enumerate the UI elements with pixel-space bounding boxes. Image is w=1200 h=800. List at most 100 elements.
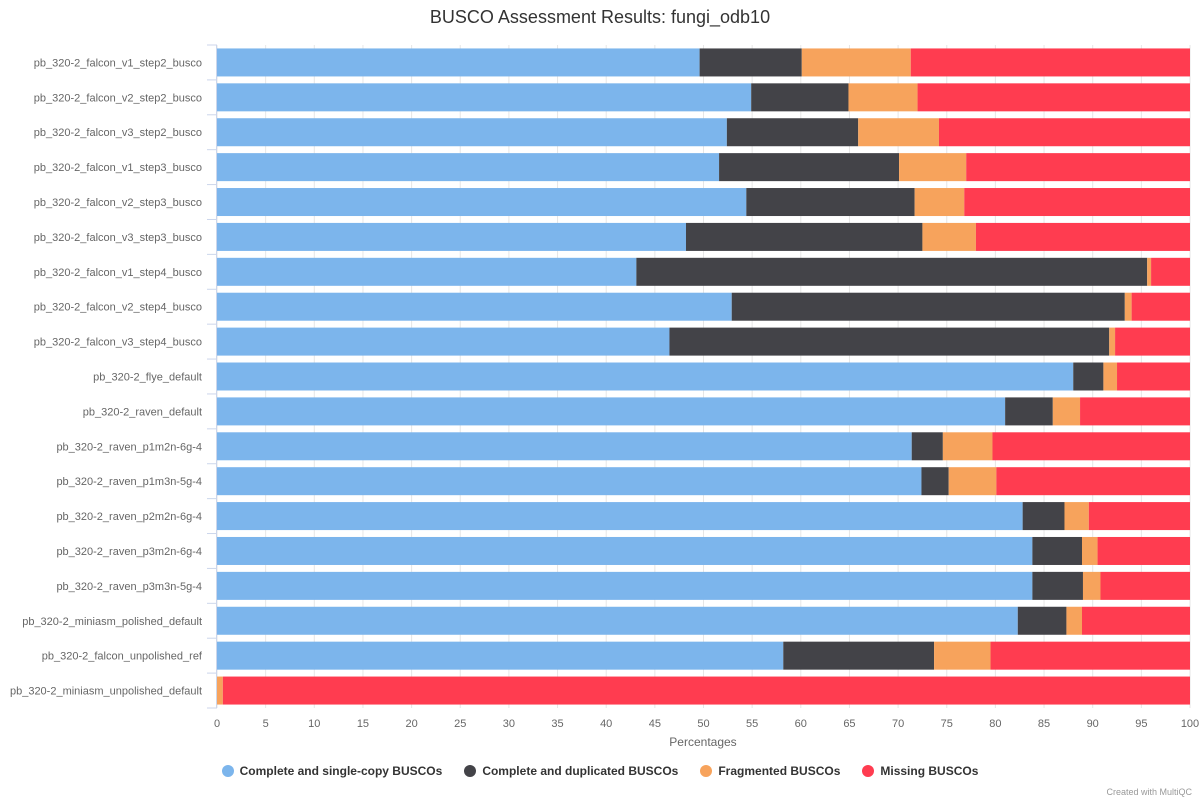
x-tick-label: 0 xyxy=(214,718,220,730)
bar-segment[interactable] xyxy=(942,432,993,461)
bar-segment[interactable] xyxy=(1005,397,1053,426)
bar-segment[interactable] xyxy=(921,467,949,496)
x-tick-label: 25 xyxy=(454,718,466,730)
bar-segment[interactable] xyxy=(783,641,935,670)
bar-segment[interactable] xyxy=(217,257,637,286)
bar-segment[interactable] xyxy=(1088,502,1190,531)
bar-segment[interactable] xyxy=(1081,536,1098,565)
bar-segment[interactable] xyxy=(746,188,915,217)
bar-segment[interactable] xyxy=(1082,571,1101,600)
x-tick-label: 95 xyxy=(1135,718,1147,730)
bar-segment[interactable] xyxy=(1097,536,1190,565)
bar-segment[interactable] xyxy=(726,118,859,147)
bar-segment[interactable] xyxy=(731,292,1125,321)
bar-segment[interactable] xyxy=(948,467,997,496)
bar-segment[interactable] xyxy=(1100,571,1190,600)
bar-segment[interactable] xyxy=(217,571,1033,600)
bar-segment[interactable] xyxy=(1032,536,1082,565)
bar-segment[interactable] xyxy=(1109,327,1116,356)
bar-segment[interactable] xyxy=(685,222,923,251)
legend-label: Missing BUSCOs xyxy=(880,764,979,778)
bar-segment[interactable] xyxy=(217,467,922,496)
bars xyxy=(217,48,1190,705)
y-tick-label: pb_320-2_flye_default xyxy=(93,372,202,384)
bar-segment[interactable] xyxy=(217,83,752,112)
legend-item[interactable]: Missing BUSCOs xyxy=(862,764,978,778)
bar-segment[interactable] xyxy=(217,327,670,356)
bar-segment[interactable] xyxy=(1022,502,1065,531)
y-tick-label: pb_320-2_falcon_v2_step3_busco xyxy=(34,197,202,209)
bar-segment[interactable] xyxy=(699,48,802,77)
bar-segment[interactable] xyxy=(217,606,1018,635)
bar-segment[interactable] xyxy=(217,432,912,461)
bar-segment[interactable] xyxy=(217,641,784,670)
bar-segment[interactable] xyxy=(992,432,1190,461)
y-tick-label: pb_320-2_raven_p3m3n-5g-4 xyxy=(56,581,202,593)
y-tick-label: pb_320-2_falcon_v2_step4_busco xyxy=(34,302,202,314)
bar-segment[interactable] xyxy=(1052,397,1081,426)
x-tick-label: 20 xyxy=(405,718,417,730)
chart-title: BUSCO Assessment Results: fungi_odb10 xyxy=(429,7,771,27)
bar-segment[interactable] xyxy=(911,432,943,461)
bar-segment[interactable] xyxy=(1032,571,1083,600)
bar-segment[interactable] xyxy=(975,222,1190,251)
legend-label: Complete and duplicated BUSCOs xyxy=(482,764,679,778)
y-tick-label: pb_320-2_miniasm_polished_default xyxy=(22,616,202,628)
y-tick-label: pb_320-2_raven_p2m2n-6g-4 xyxy=(56,511,202,523)
bar-segment[interactable] xyxy=(217,48,700,77)
legend-item[interactable]: Complete and single-copy BUSCOs xyxy=(221,764,442,778)
x-tick-label: 30 xyxy=(503,718,515,730)
bar-segment[interactable] xyxy=(1147,257,1152,286)
bar-segment[interactable] xyxy=(222,676,1190,705)
bar-segment[interactable] xyxy=(1066,606,1082,635)
x-axis-title: Percentages xyxy=(669,735,736,749)
bar-segment[interactable] xyxy=(938,118,1190,147)
bar-segment[interactable] xyxy=(217,118,727,147)
bar-segment[interactable] xyxy=(217,292,732,321)
bar-segment[interactable] xyxy=(990,641,1190,670)
bar-segment[interactable] xyxy=(1017,606,1067,635)
bar-segment[interactable] xyxy=(217,536,1033,565)
y-tick-label: pb_320-2_falcon_v1_step3_busco xyxy=(34,162,202,174)
bar-segment[interactable] xyxy=(858,118,939,147)
legend-marker xyxy=(221,765,234,777)
bar-segment[interactable] xyxy=(899,153,967,182)
bar-segment[interactable] xyxy=(917,83,1190,112)
bar-segment[interactable] xyxy=(751,83,849,112)
bar-segment[interactable] xyxy=(217,222,686,251)
bar-segment[interactable] xyxy=(848,83,918,112)
bar-segment[interactable] xyxy=(934,641,991,670)
bar-segment[interactable] xyxy=(636,257,1148,286)
bar-segment[interactable] xyxy=(217,502,1023,531)
x-tick-label: 70 xyxy=(892,718,904,730)
bar-segment[interactable] xyxy=(1131,292,1190,321)
bar-segment[interactable] xyxy=(964,188,1190,217)
bar-segment[interactable] xyxy=(1117,362,1190,391)
legend-item[interactable]: Fragmented BUSCOs xyxy=(700,764,840,778)
bar-segment[interactable] xyxy=(217,397,1006,426)
bar-segment[interactable] xyxy=(217,188,747,217)
bar-segment[interactable] xyxy=(1064,502,1089,531)
bar-segment[interactable] xyxy=(1151,257,1190,286)
bar-segment[interactable] xyxy=(914,188,965,217)
y-tick-label: pb_320-2_falcon_v1_step2_busco xyxy=(34,57,202,69)
bar-segment[interactable] xyxy=(1081,606,1190,635)
bar-segment[interactable] xyxy=(966,153,1190,182)
bar-segment[interactable] xyxy=(1124,292,1132,321)
bar-segment[interactable] xyxy=(1115,327,1190,356)
bar-segment[interactable] xyxy=(217,362,1074,391)
bar-segment[interactable] xyxy=(910,48,1190,77)
bar-segment[interactable] xyxy=(801,48,911,77)
bar-segment[interactable] xyxy=(1073,362,1104,391)
legend-item[interactable]: Complete and duplicated BUSCOs xyxy=(464,764,678,778)
y-tick-label: pb_320-2_falcon_unpolished_ref xyxy=(42,651,203,663)
bar-segment[interactable] xyxy=(719,153,900,182)
bar-segment[interactable] xyxy=(217,153,720,182)
bar-segment[interactable] xyxy=(217,676,223,705)
bar-segment[interactable] xyxy=(922,222,976,251)
bar-segment[interactable] xyxy=(996,467,1190,496)
bar-segment[interactable] xyxy=(669,327,1110,356)
bar-segment[interactable] xyxy=(1103,362,1118,391)
bar-segment[interactable] xyxy=(1080,397,1190,426)
